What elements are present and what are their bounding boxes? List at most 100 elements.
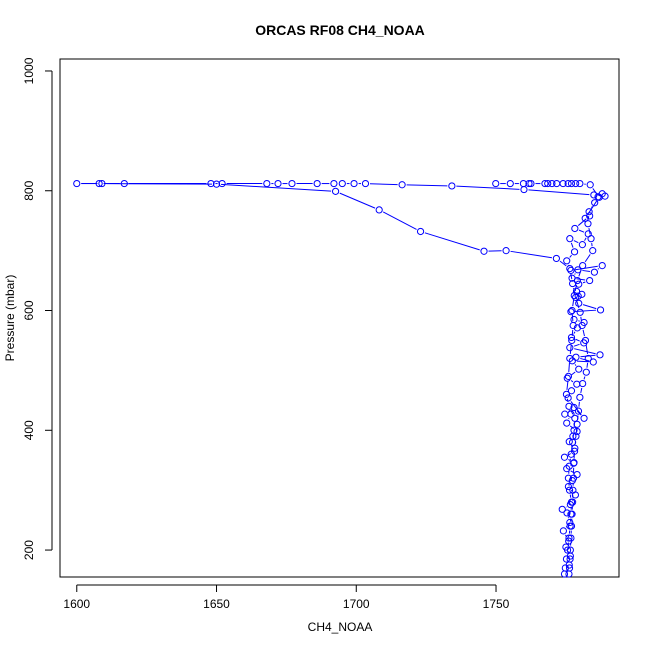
series-segment (568, 459, 571, 461)
data-point (574, 407, 583, 415)
data-point (566, 235, 574, 243)
data-point (573, 470, 581, 479)
data-point (591, 199, 599, 207)
data-point (574, 292, 582, 300)
y-tick-label: 400 (22, 420, 36, 440)
data-point (571, 491, 579, 499)
data-point (570, 403, 578, 412)
data-point (590, 268, 599, 276)
data-point (566, 264, 574, 273)
data-point (350, 179, 358, 188)
data-point (565, 537, 573, 545)
data-point (565, 402, 573, 410)
data-point (581, 214, 589, 222)
data-point (480, 247, 488, 255)
data-point (553, 179, 561, 188)
data-point (218, 179, 226, 188)
data-point (596, 351, 604, 359)
data-point (313, 179, 321, 188)
data-point (571, 414, 579, 422)
series-segment (424, 232, 480, 251)
data-point (568, 476, 576, 485)
data-point (527, 179, 535, 188)
data-point (596, 306, 605, 314)
series-segment (573, 331, 576, 334)
series-segment (582, 269, 591, 273)
series-segment (573, 343, 580, 347)
x-tick-label: 1750 (483, 597, 510, 611)
series-segment (339, 192, 376, 209)
data-point (565, 486, 574, 494)
series-segment (584, 254, 591, 263)
x-tick-label: 1600 (63, 597, 90, 611)
data-point (572, 353, 580, 361)
series-segment (406, 184, 448, 187)
data-point (598, 262, 606, 270)
data-point (572, 287, 581, 295)
data-point (589, 358, 597, 366)
series-segment (585, 344, 589, 355)
data-point (565, 534, 573, 542)
data-point (572, 179, 580, 188)
data-point (564, 372, 573, 380)
series-segment (582, 329, 585, 337)
data-point (416, 227, 425, 236)
data-point (567, 179, 576, 188)
series-segment (580, 387, 583, 394)
data-point (73, 179, 81, 188)
data-point (568, 336, 576, 345)
data-point (571, 224, 579, 233)
series-segment (580, 354, 596, 358)
data-point (584, 230, 592, 238)
data-point (570, 291, 578, 300)
data-point (120, 179, 128, 188)
data-point (567, 387, 576, 395)
data-point (568, 510, 576, 518)
data-point (566, 552, 574, 560)
data-point (575, 365, 583, 373)
series-segment (510, 250, 553, 259)
data-point (559, 527, 567, 535)
y-tick-label: 1000 (22, 57, 36, 84)
series-segment (576, 278, 586, 281)
data-point (584, 220, 592, 228)
series-segment (576, 301, 580, 309)
series-segment (570, 242, 574, 248)
series-segment (570, 401, 582, 416)
series-segment (568, 362, 570, 372)
series-segment (569, 425, 574, 430)
data-point (573, 324, 581, 332)
data-point (570, 459, 578, 467)
data-point (573, 420, 581, 428)
data-point (564, 482, 573, 491)
series-segment (578, 229, 585, 233)
data-point (519, 179, 528, 188)
series-segment (584, 237, 587, 241)
series-segment (574, 364, 577, 366)
data-point (570, 447, 579, 455)
data-point (565, 561, 573, 569)
series-segment (582, 304, 597, 310)
data-point (506, 179, 514, 188)
data-point (572, 432, 580, 440)
x-tick-label: 1700 (343, 597, 370, 611)
data-point (571, 444, 579, 452)
series-segment (569, 344, 572, 355)
y-tick-label: 800 (22, 180, 36, 200)
data-point (574, 266, 582, 274)
data-point (586, 181, 594, 189)
data-point (331, 187, 340, 195)
series-segment (106, 183, 213, 185)
data-point (520, 185, 528, 194)
data-point (576, 308, 584, 316)
data-point (207, 179, 215, 188)
data-point (576, 393, 584, 401)
series-segment (597, 268, 600, 270)
data-point (567, 308, 575, 316)
data-point (212, 180, 221, 188)
series-segment (570, 380, 574, 383)
series-segment (572, 299, 575, 307)
x-axis: 1600 1650 1700 1750 (63, 584, 510, 611)
series-segment (568, 453, 571, 456)
